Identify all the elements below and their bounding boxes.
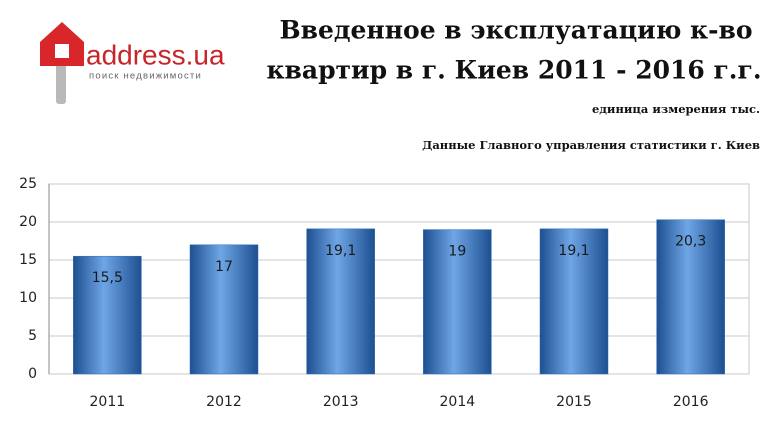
y-tick-label: 15: [19, 252, 37, 268]
logo-name: address.ua: [86, 39, 225, 70]
value-label: 17: [215, 259, 233, 275]
bar: [306, 228, 375, 375]
x-tick-label: 2013: [323, 394, 359, 410]
chart-title: квартир в г. Киев 2011 - 2016 г.г.: [266, 56, 761, 85]
y-tick-label: 0: [28, 366, 37, 382]
value-label: 19,1: [558, 243, 589, 259]
bar: [656, 219, 725, 375]
y-tick-label: 20: [19, 214, 37, 230]
bar: [73, 255, 142, 375]
y-tick-label: 10: [19, 290, 37, 306]
value-label: 20,3: [675, 234, 706, 250]
value-label: 19,1: [325, 243, 356, 259]
bar: [423, 229, 492, 375]
logo: address.ua поиск недвижимости: [40, 22, 225, 104]
x-tick-label: 2012: [206, 394, 242, 410]
bar: [189, 244, 259, 375]
chart-title: Введенное в эксплуатацию к-во: [279, 16, 752, 45]
x-tick-label: 2014: [440, 394, 476, 410]
x-tick-label: 2015: [556, 394, 592, 410]
x-tick-label: 2016: [673, 394, 709, 410]
source: Данные Главного управления статистики г.…: [422, 138, 760, 152]
subtitle: единица измерения тыс.: [592, 102, 760, 116]
bar: [539, 228, 609, 375]
y-tick-label: 25: [19, 176, 37, 192]
plot-frame: [48, 183, 750, 375]
x-tick-label: 2011: [90, 394, 126, 410]
value-label: 19: [448, 244, 466, 260]
logo-tagline: поиск недвижимости: [89, 71, 202, 82]
y-tick-label: 5: [28, 328, 37, 344]
value-label: 15,5: [92, 270, 123, 286]
logo-window: [55, 44, 69, 58]
